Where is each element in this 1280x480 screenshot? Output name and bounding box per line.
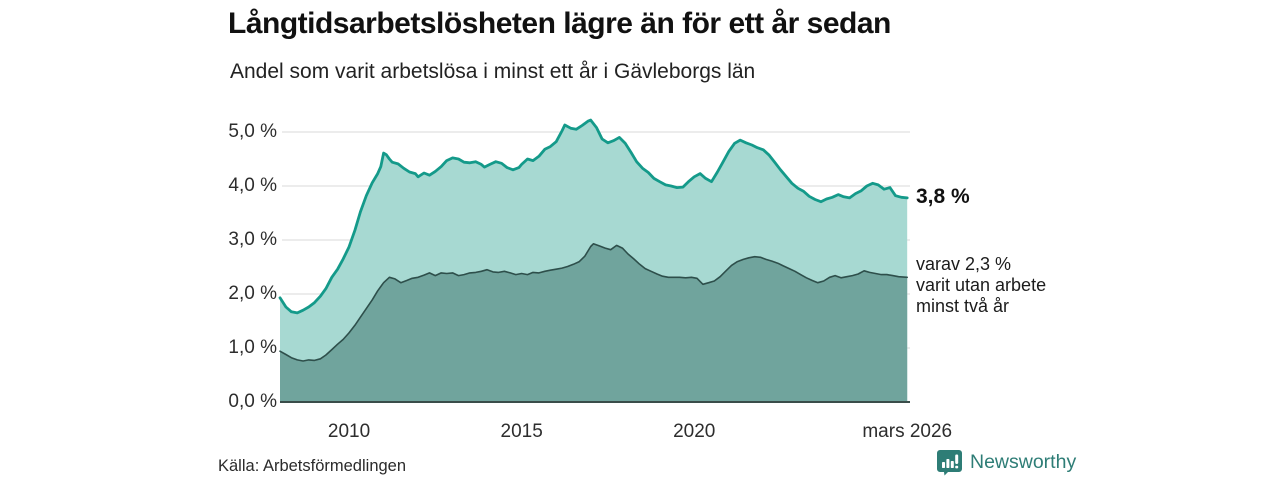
series-area-minst-tva-ar — [280, 243, 908, 402]
x-tick-label: mars 2026 — [862, 421, 953, 442]
chart-title: Långtidsarbetslösheten lägre än för ett … — [228, 7, 891, 40]
series-line-minst-ett-ar — [278, 118, 909, 315]
y-tick-label: 4,0 % — [228, 175, 277, 196]
brand-logo: Newsworthy — [936, 449, 1076, 476]
y-tick-label: 1,0 % — [228, 337, 277, 358]
x-tick-label: 2010 — [327, 421, 371, 442]
chart-subtitle: Andel som varit arbetslösa i minst ett å… — [230, 60, 756, 83]
series-end-value-label: 3,8 % — [916, 185, 970, 208]
source-caption: Källa: Arbetsförmedlingen — [218, 457, 407, 475]
brand-name: Newsworthy — [970, 451, 1077, 473]
annotation-line-3: minst två år — [916, 296, 1010, 316]
y-tick-label: 3,0 % — [228, 229, 277, 250]
x-tick-label: 2015 — [500, 421, 543, 442]
y-tick-label: 0,0 % — [228, 391, 277, 412]
series-line-minst-tva-ar — [279, 243, 908, 362]
newsworthy-icon — [937, 450, 962, 476]
y-tick-label: 2,0 % — [228, 283, 277, 304]
secondary-series-annotation: varav 2,3 % varit utan arbete minst två … — [916, 254, 1046, 317]
annotation-line-2: varit utan arbete — [916, 275, 1047, 295]
x-tick-label: 2020 — [673, 421, 716, 442]
annotation-line-1: varav 2,3 % — [916, 254, 1012, 274]
y-tick-label: 5,0 % — [228, 121, 277, 142]
